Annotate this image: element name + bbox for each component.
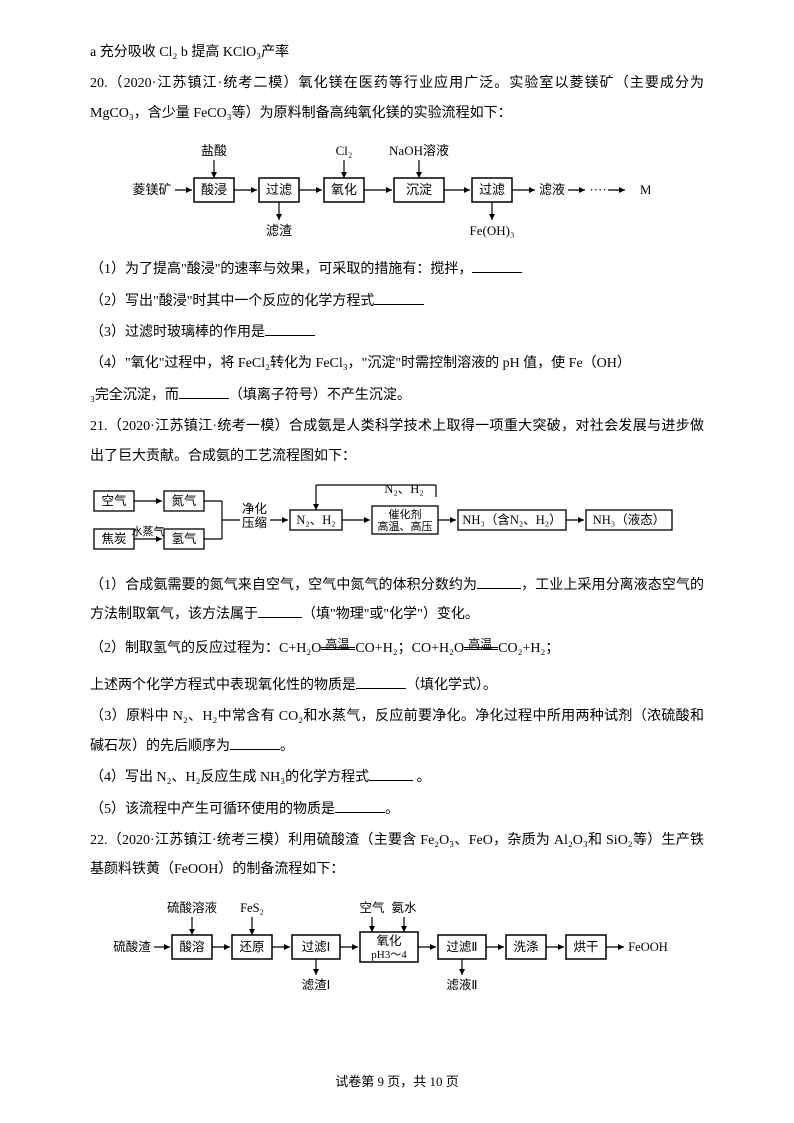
q20-3: （3）过滤时玻璃棒的作用是 <box>90 318 704 347</box>
svg-text:空气: 空气 <box>101 493 127 508</box>
svg-text:硫酸溶液: 硫酸溶液 <box>167 900 218 915</box>
q21-2: （2）制取氢气的反应过程为：C+H₂O高温CO+H₂；CO+H₂O高温CO₂+H… <box>90 634 704 663</box>
svg-text:酸浸: 酸浸 <box>201 182 227 197</box>
svg-text:NH₃（含N₂、H₂）: NH₃（含N₂、H₂） <box>462 512 561 527</box>
svg-text:压缩: 压缩 <box>242 515 267 530</box>
svg-text:氧化: 氧化 <box>331 182 357 197</box>
svg-text:硫酸渣: 硫酸渣 <box>113 939 151 954</box>
svg-text:氮气: 氮气 <box>171 493 197 508</box>
svg-text:沉淀: 沉淀 <box>406 182 432 197</box>
svg-text:滤液Ⅱ: 滤液Ⅱ <box>446 977 477 992</box>
q21-2d: 上述两个化学方程式中表现氧化性的物质是（填化学式）。 <box>90 671 704 700</box>
q20-2: （2）写出"酸浸"时其中一个反应的化学方程式 <box>90 287 704 316</box>
svg-text:FeS₂: FeS₂ <box>240 901 264 915</box>
q22-header: 22.（2020·江苏镇江·统考三模）利用硫酸渣（主要含 Fe₂O₃、FeO，杂… <box>90 826 704 885</box>
q21-4: （4）写出 N₂、H₂反应生成 NH₃的化学方程式 。 <box>90 763 704 792</box>
svg-text:Fe(OH)₃: Fe(OH)₃ <box>470 223 515 238</box>
svg-text:····: ···· <box>589 182 606 197</box>
q20-4a: （4）"氧化"过程中，将 FeCl₂转化为 FeCl₃，"沉淀"时需控制溶液的 … <box>90 349 704 378</box>
diagram-22: 硫酸渣 硫酸溶液 酸溶 FeS₂ 还原 过滤Ⅰ 滤渣Ⅰ 空气 氨水 氧化 pH3… <box>110 895 704 995</box>
svg-text:氢气: 氢气 <box>171 531 197 546</box>
svg-text:菱镁矿: 菱镁矿 <box>132 182 171 197</box>
q21-3: （3）原料中 N₂、H₂中常含有 CO₂和水蒸气，反应前要净化。净化过程中所用两… <box>90 702 704 761</box>
svg-text:N₂、H₂: N₂、H₂ <box>296 513 335 527</box>
svg-text:过滤Ⅱ: 过滤Ⅱ <box>446 940 477 954</box>
diagram-20: 菱镁矿 盐酸 酸浸 过滤 滤渣 Cl₂ 氧化 NaOH溶液 沉淀 过滤 Fe(O… <box>130 138 704 243</box>
svg-text:空气: 空气 <box>359 900 385 915</box>
svg-text:MgO: MgO <box>640 182 650 197</box>
svg-text:盐酸: 盐酸 <box>201 143 227 158</box>
svg-text:净化: 净化 <box>242 502 268 516</box>
svg-text:烘干: 烘干 <box>573 940 598 954</box>
svg-text:高温、高压: 高温、高压 <box>378 519 433 533</box>
svg-text:过滤: 过滤 <box>266 182 292 197</box>
svg-text:酸溶: 酸溶 <box>179 939 205 954</box>
svg-text:pH3～4: pH3～4 <box>371 949 407 961</box>
svg-text:过滤Ⅰ: 过滤Ⅰ <box>302 940 331 954</box>
svg-text:氨水: 氨水 <box>391 901 417 915</box>
svg-text:NaOH溶液: NaOH溶液 <box>389 143 449 158</box>
q20-1: （1）为了提高"酸浸"的速率与效果，可采取的措施有：搅拌， <box>90 255 704 284</box>
svg-text:还原: 还原 <box>239 940 264 954</box>
svg-text:焦炭: 焦炭 <box>101 532 126 546</box>
svg-text:催化剂: 催化剂 <box>389 507 422 521</box>
svg-text:过滤: 过滤 <box>479 182 505 197</box>
svg-text:滤液: 滤液 <box>539 182 565 197</box>
q21-5: （5）该流程中产生可循环使用的物质是。 <box>90 795 704 824</box>
svg-text:滤渣Ⅰ: 滤渣Ⅰ <box>302 978 331 992</box>
svg-text:洗涤: 洗涤 <box>513 940 538 954</box>
svg-text:水蒸气: 水蒸气 <box>132 524 165 538</box>
q21-1: （1）合成氨需要的氮气来自空气，空气中氮气的体积分数约为，工业上采用分离液态空气… <box>90 571 704 630</box>
q20-header: 20.（2020·江苏镇江·统考二模）氧化镁在医药等行业应用广泛。实验室以菱镁矿… <box>90 69 704 128</box>
line-prev-answer: a 充分吸收 Cl₂ b 提高 KClO₃产率 <box>90 38 704 67</box>
svg-text:FeOOH: FeOOH <box>628 940 668 954</box>
svg-text:滤渣: 滤渣 <box>266 223 292 238</box>
diagram-21: 空气 氮气 焦炭 水蒸气 氢气 净化 压缩 N₂、H₂ N₂、H₂ 催化剂 高温… <box>92 481 704 559</box>
q21-header: 21.（2020·江苏镇江·统考一模）合成氨是人类科学技术上取得一项重大突破，对… <box>90 412 704 471</box>
svg-text:氧化: 氧化 <box>376 934 402 948</box>
svg-text:N₂、H₂: N₂、H₂ <box>384 482 423 496</box>
svg-text:Cl₂: Cl₂ <box>336 143 353 158</box>
q20-4b: ₃完全沉淀，而（填离子符号）不产生沉淀。 <box>90 381 704 410</box>
page-footer: 试卷第 9 页，共 10 页 <box>0 1068 794 1095</box>
svg-text:NH₃（液态）: NH₃（液态） <box>593 512 665 527</box>
